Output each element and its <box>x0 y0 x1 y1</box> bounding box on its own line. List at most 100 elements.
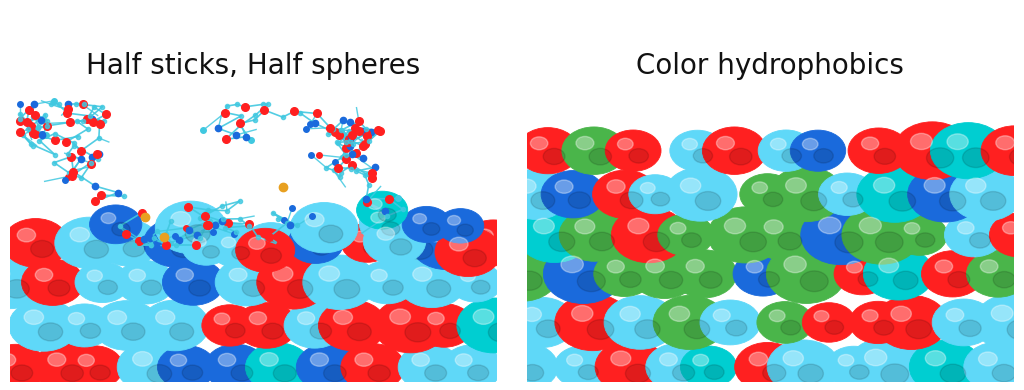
Circle shape <box>90 365 111 380</box>
Circle shape <box>702 127 766 174</box>
Circle shape <box>767 340 840 390</box>
Circle shape <box>98 280 118 294</box>
Circle shape <box>246 343 311 390</box>
Circle shape <box>260 353 279 366</box>
Circle shape <box>566 354 583 366</box>
Circle shape <box>25 310 44 324</box>
Circle shape <box>904 223 920 234</box>
Circle shape <box>924 177 945 193</box>
Circle shape <box>659 353 677 366</box>
Circle shape <box>334 280 359 299</box>
Circle shape <box>680 346 736 388</box>
Circle shape <box>843 192 863 207</box>
Circle shape <box>425 365 446 381</box>
Circle shape <box>116 261 175 304</box>
Circle shape <box>757 301 813 343</box>
Circle shape <box>831 181 847 193</box>
Circle shape <box>117 341 187 390</box>
Circle shape <box>87 270 102 282</box>
Circle shape <box>457 298 531 353</box>
Circle shape <box>210 230 261 267</box>
Circle shape <box>782 149 802 163</box>
Circle shape <box>55 217 124 269</box>
Circle shape <box>763 364 785 381</box>
Circle shape <box>272 266 293 281</box>
Circle shape <box>629 175 681 214</box>
Circle shape <box>587 320 613 339</box>
Circle shape <box>123 241 145 257</box>
Circle shape <box>214 313 229 324</box>
Circle shape <box>861 137 879 150</box>
Circle shape <box>427 280 451 298</box>
Circle shape <box>447 216 461 225</box>
Circle shape <box>374 298 447 353</box>
Circle shape <box>834 253 891 295</box>
Circle shape <box>35 268 52 281</box>
Circle shape <box>876 232 903 252</box>
Circle shape <box>236 303 297 348</box>
Circle shape <box>522 307 542 321</box>
Circle shape <box>640 183 655 193</box>
Circle shape <box>628 218 649 234</box>
Circle shape <box>310 323 332 339</box>
Circle shape <box>462 220 524 266</box>
Circle shape <box>620 271 641 287</box>
Text: Half sticks, Half spheres: Half sticks, Half spheres <box>86 52 420 80</box>
Circle shape <box>517 179 537 193</box>
Circle shape <box>502 169 570 220</box>
Circle shape <box>261 248 282 263</box>
Circle shape <box>590 232 614 251</box>
Circle shape <box>468 365 488 381</box>
Circle shape <box>1015 233 1024 248</box>
Circle shape <box>176 268 194 281</box>
Circle shape <box>341 223 393 262</box>
Circle shape <box>620 307 640 321</box>
Circle shape <box>726 320 746 336</box>
Circle shape <box>863 248 934 300</box>
Circle shape <box>963 148 989 168</box>
Circle shape <box>750 210 817 260</box>
Circle shape <box>646 344 709 390</box>
Circle shape <box>801 191 826 211</box>
Circle shape <box>759 271 779 287</box>
Circle shape <box>163 259 224 305</box>
Circle shape <box>857 166 933 222</box>
Circle shape <box>288 222 343 264</box>
Circle shape <box>717 136 734 150</box>
Circle shape <box>818 217 841 234</box>
Circle shape <box>402 206 451 243</box>
Circle shape <box>415 304 473 347</box>
Circle shape <box>141 280 162 295</box>
Circle shape <box>555 294 631 351</box>
Circle shape <box>947 134 969 150</box>
Circle shape <box>734 342 801 390</box>
Circle shape <box>758 130 814 172</box>
Circle shape <box>0 256 45 309</box>
Circle shape <box>203 246 219 258</box>
Circle shape <box>922 251 984 297</box>
Circle shape <box>931 122 1006 179</box>
Circle shape <box>390 239 412 255</box>
Circle shape <box>959 320 981 337</box>
Circle shape <box>783 351 804 366</box>
Circle shape <box>848 128 909 174</box>
Circle shape <box>842 206 921 264</box>
Circle shape <box>948 271 970 288</box>
Circle shape <box>215 259 279 306</box>
Circle shape <box>17 228 36 242</box>
Circle shape <box>305 213 324 227</box>
Circle shape <box>927 148 953 168</box>
Circle shape <box>906 320 932 339</box>
Circle shape <box>442 345 502 390</box>
Circle shape <box>391 226 413 242</box>
Circle shape <box>356 191 408 229</box>
Circle shape <box>769 167 844 222</box>
Circle shape <box>521 365 544 381</box>
Circle shape <box>457 224 473 236</box>
Circle shape <box>801 271 828 292</box>
Circle shape <box>530 137 548 150</box>
Circle shape <box>375 215 450 270</box>
Circle shape <box>371 212 385 223</box>
Circle shape <box>11 365 33 381</box>
Circle shape <box>364 218 426 264</box>
